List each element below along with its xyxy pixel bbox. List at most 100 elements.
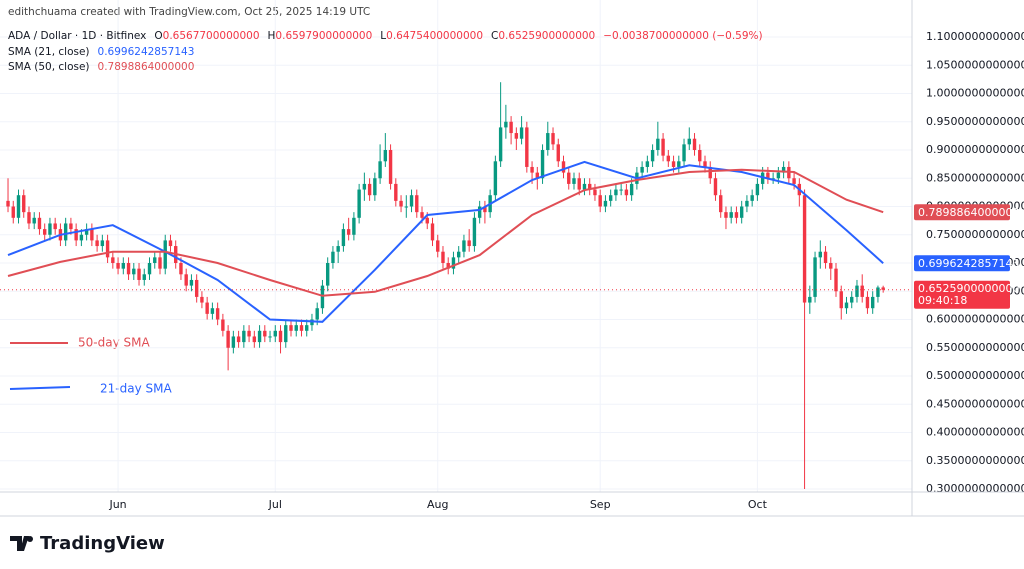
candle-body [624, 189, 629, 196]
brand-logo [10, 536, 29, 551]
candle-body [79, 234, 84, 241]
candle-body [823, 251, 828, 264]
candle-body [456, 251, 461, 258]
candle-body [462, 240, 466, 252]
x-tick-label: Aug [427, 498, 448, 511]
y-tick-label: 0.5500000000000 [926, 341, 1024, 354]
candle-body [766, 172, 770, 179]
candle-body [876, 287, 880, 297]
candle-body [608, 195, 613, 201]
price-tag-label: 0.6525900000000 [918, 282, 1019, 295]
price-tag-label: 0.6996242857143 [918, 257, 1019, 270]
candle-body [677, 161, 681, 167]
candle-body [855, 285, 859, 297]
candle-body [745, 200, 749, 207]
candle-body [818, 251, 822, 258]
candle-body [163, 240, 167, 269]
candle-body [493, 161, 498, 196]
candle-body [346, 229, 351, 235]
candle-body [561, 161, 566, 173]
candle-body [687, 138, 691, 145]
candle-body [451, 257, 456, 269]
candle-body [629, 183, 634, 196]
candle-body [860, 285, 864, 297]
annotation: 21-day SMA [100, 382, 172, 396]
candles [6, 82, 885, 490]
candle-body [598, 195, 602, 207]
y-tick-label: 0.4000000000000 [926, 426, 1024, 439]
change: −0.0038700000000 (−0.59%) [603, 30, 762, 42]
y-tick-label: 0.4500000000000 [926, 397, 1024, 410]
candle-body [582, 183, 587, 190]
candle-body [336, 246, 340, 252]
candle-body [189, 279, 194, 286]
ohlc-key: C [491, 30, 498, 42]
candle-body [593, 189, 597, 196]
candle-body [37, 217, 42, 230]
candle-body [829, 263, 833, 269]
ohlc-key: O [154, 30, 162, 42]
candle-body [671, 161, 676, 167]
candle-body [467, 240, 471, 247]
candle-body [383, 150, 388, 162]
candle-body [268, 336, 272, 338]
candle-body [299, 325, 304, 331]
candle-body [425, 217, 429, 224]
ohlc-key: L [380, 30, 386, 42]
candle-body [352, 217, 356, 235]
candle-body [105, 240, 110, 258]
price-tag [914, 204, 1010, 221]
plot-area [0, 0, 912, 492]
annotation-line [9, 386, 71, 390]
candle-body [519, 127, 524, 139]
candle-body [215, 308, 220, 320]
y-tick-label: 0.3000000000000 [926, 482, 1024, 495]
candle-body [11, 206, 15, 218]
candle-body [551, 133, 555, 145]
candle-body [813, 257, 817, 297]
ohlc-value: 0.6567700000000 [163, 30, 260, 42]
candle-body [32, 217, 36, 224]
y-tick-label: 1.0000000000000 [926, 87, 1024, 100]
candle-body [729, 212, 733, 218]
candle-body [603, 200, 608, 207]
candle-body [399, 200, 403, 207]
symbol: ADA / Dollar · 1D · Bitfinex [8, 30, 146, 42]
candle-body [509, 121, 513, 134]
candle-body [263, 330, 267, 337]
y-tick-label: 1.0500000000000 [926, 58, 1024, 71]
candle-body [320, 285, 325, 309]
candle-body [776, 172, 781, 179]
candle-body [441, 251, 445, 264]
countdown: 09:40:18 [918, 294, 967, 307]
candle-body [247, 330, 251, 337]
candle-body [498, 127, 503, 162]
candle-body [278, 330, 283, 343]
candle-body [367, 183, 372, 196]
candle-body [53, 223, 57, 230]
y-tick-label: 0.8500000000000 [926, 171, 1024, 184]
candle-body [325, 263, 330, 286]
candle-body [404, 206, 408, 208]
candle-body [698, 150, 702, 162]
candle-body [850, 296, 854, 303]
candle-body [362, 183, 367, 190]
candle-body [357, 189, 361, 218]
candle-body [132, 268, 136, 275]
candle-body [95, 240, 99, 247]
y-tick-label: 0.7500000000000 [926, 228, 1024, 241]
candle-body [656, 138, 660, 151]
candle-body [226, 330, 230, 348]
candle-body [16, 195, 21, 218]
y-tick-label: 0.9000000000000 [926, 143, 1024, 156]
candle-body [802, 195, 807, 303]
candle-body [84, 229, 89, 235]
candle-body [205, 302, 209, 314]
y-tick-label: 0.6000000000000 [926, 313, 1024, 326]
candle-body [74, 229, 78, 241]
candle-body [525, 127, 529, 167]
candle-body [153, 257, 157, 264]
candle-body [483, 206, 487, 213]
candle-body [373, 178, 377, 196]
